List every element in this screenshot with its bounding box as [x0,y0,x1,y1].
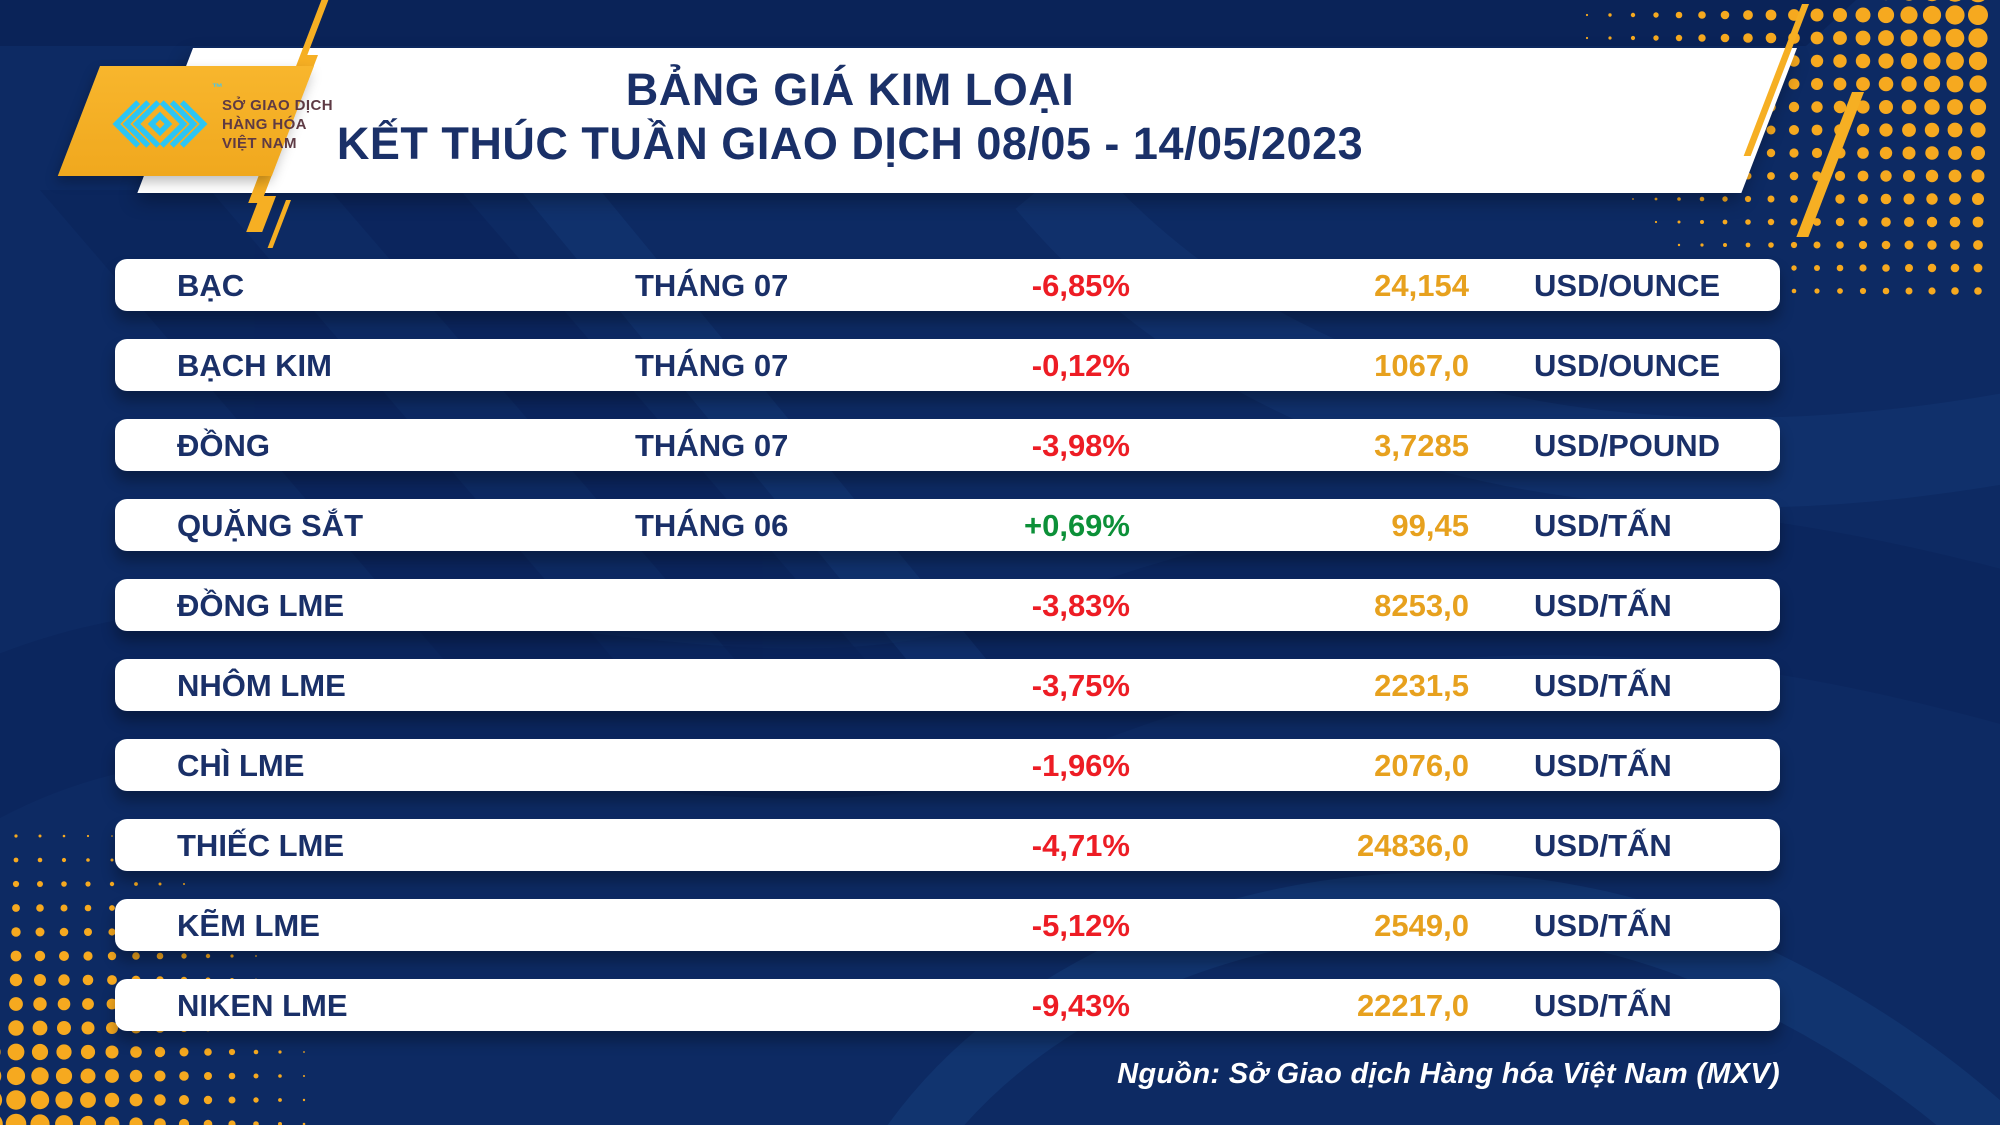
commodity-name: ĐỒNG [177,428,270,463]
weekly-change: -3,75% [1031,668,1130,703]
commodity-name: BẠC [177,268,245,303]
contract-month: THÁNG 07 [635,348,789,383]
price-value: 2231,5 [1374,668,1469,703]
table-row: BẠC THÁNG 07 -6,85% 24,154 USD/OUNCE [115,259,1780,311]
price-value: 99,45 [1391,508,1469,543]
price-value: 2549,0 [1374,908,1469,943]
commodity-name: KẼM LME [177,908,320,943]
weekly-change: -5,12% [1031,908,1130,943]
commodity-name: ĐỒNG LME [177,588,345,623]
contract-month: THÁNG 07 [635,268,789,303]
table-row: NIKEN LME -9,43% 22217,0 USD/TẤN [115,979,1780,1031]
price-unit: USD/OUNCE [1534,348,1721,383]
logo-org-name: SỞ GIAO DỊCH HÀNG HÓA VIỆT NAM [222,96,333,153]
weekly-change: -0,12% [1031,348,1130,383]
commodity-name: NHÔM LME [177,668,346,703]
table-row: ĐỒNG THÁNG 07 -3,98% 3,7285 USD/POUND [115,419,1780,471]
price-value: 3,7285 [1374,428,1469,463]
table-row: QUẶNG SẮT THÁNG 06 +0,69% 99,45 USD/TẤN [115,499,1780,551]
price-unit: USD/TẤN [1534,748,1672,783]
mxv-logo: ™ SỞ GIAO DỊCH HÀNG HÓA VIỆT NAM [108,82,333,164]
weekly-change: -6,85% [1031,268,1130,303]
price-unit: USD/POUND [1534,428,1721,463]
price-value: 24836,0 [1356,828,1469,863]
contract-month: THÁNG 06 [635,508,789,543]
commodity-name: NIKEN LME [177,988,348,1023]
commodity-name: CHÌ LME [177,748,305,783]
logo-org-line2: HÀNG HÓA [222,115,307,133]
price-table: BẠC THÁNG 07 -6,85% 24,154 USD/OUNCE BẠC… [115,259,1780,1059]
table-row: KẼM LME -5,12% 2549,0 USD/TẤN [115,899,1780,951]
weekly-change: -9,43% [1031,988,1130,1023]
price-unit: USD/TẤN [1534,908,1672,943]
price-unit: USD/TẤN [1534,588,1672,623]
table-row: THIẾC LME -4,71% 24836,0 USD/TẤN [115,819,1780,871]
source-credit: Nguồn: Sở Giao dịch Hàng hóa Việt Nam (M… [1117,1058,1780,1090]
table-row: BẠCH KIM THÁNG 07 -0,12% 1067,0 USD/OUNC… [115,339,1780,391]
weekly-change: -4,71% [1031,828,1130,863]
price-unit: USD/OUNCE [1534,268,1721,303]
price-unit: USD/TẤN [1534,828,1672,863]
price-value: 24,154 [1374,268,1469,303]
weekly-change: +0,69% [1023,508,1130,543]
price-unit: USD/TẤN [1534,508,1672,543]
logo-org-line3: VIỆT NAM [222,134,297,152]
price-unit: USD/TẤN [1534,988,1672,1023]
trademark-icon: ™ [212,82,223,94]
table-row: NHÔM LME -3,75% 2231,5 USD/TẤN [115,659,1780,711]
weekly-change: -3,83% [1031,588,1130,623]
table-row: CHÌ LME -1,96% 2076,0 USD/TẤN [115,739,1780,791]
table-row: ĐỒNG LME -3,83% 8253,0 USD/TẤN [115,579,1780,631]
price-value: 1067,0 [1374,348,1469,383]
mxv-logo-icon [112,100,208,148]
price-value: 8253,0 [1374,588,1469,623]
price-value: 2076,0 [1374,748,1469,783]
weekly-change: -1,96% [1031,748,1130,783]
price-value: 22217,0 [1356,988,1469,1023]
commodity-name: QUẶNG SẮT [177,508,363,543]
price-unit: USD/TẤN [1534,668,1672,703]
logo-org-line1: SỞ GIAO DỊCH [222,96,333,114]
weekly-change: -3,98% [1031,428,1130,463]
commodity-name: BẠCH KIM [177,348,332,383]
contract-month: THÁNG 07 [635,428,789,463]
commodity-name: THIẾC LME [177,828,345,863]
page-title-line1: BẢNG GIÁ KIM LOẠI [625,64,1075,115]
page-title: BẢNG GIÁ KIM LOẠI KẾT THÚC TUẦN GIAO DỊC… [295,63,1405,171]
page-title-line2: KẾT THÚC TUẦN GIAO DỊCH 08/05 - 14/05/20… [336,118,1364,169]
